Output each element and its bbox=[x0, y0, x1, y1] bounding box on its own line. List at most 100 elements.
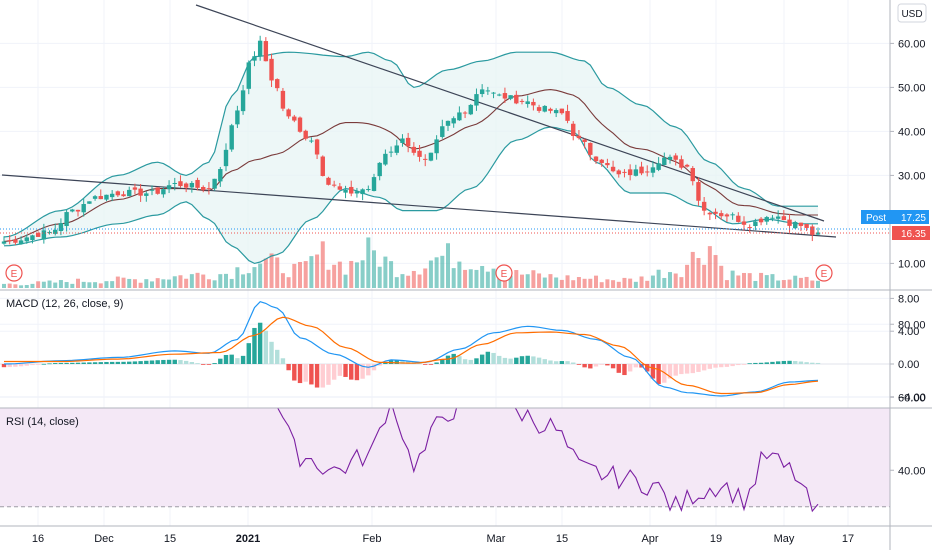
macd-title[interactable]: MACD (12, 26, close, 9) bbox=[6, 298, 123, 310]
macd-histogram-bar bbox=[337, 364, 343, 376]
macd-histogram-bar bbox=[474, 358, 479, 364]
candle bbox=[684, 163, 690, 168]
volume-bar bbox=[383, 256, 388, 288]
macd-histogram-bar bbox=[741, 364, 747, 365]
macd-histogram-bar bbox=[303, 364, 308, 382]
macd-histogram-bar bbox=[701, 364, 707, 371]
volume-bar bbox=[64, 282, 69, 288]
rsi-title[interactable]: RSI (14, close) bbox=[6, 416, 79, 428]
macd-histogram-bar bbox=[138, 361, 143, 364]
candle bbox=[18, 236, 24, 245]
volume-bar bbox=[298, 261, 302, 288]
candle bbox=[810, 224, 815, 242]
candle bbox=[411, 142, 417, 156]
candle bbox=[87, 201, 92, 204]
volume-bar bbox=[127, 278, 132, 288]
macd-histogram-bar bbox=[252, 327, 257, 364]
candle bbox=[337, 182, 343, 191]
volume-bar bbox=[724, 280, 729, 288]
volume-bar bbox=[47, 280, 52, 288]
volume-bar bbox=[417, 274, 422, 288]
price-axis[interactable]: 60.00 50.00 40.00 30.00 10.00 bbox=[890, 38, 926, 270]
rsi-band-fill bbox=[0, 408, 890, 507]
macd-histogram-bar bbox=[161, 359, 166, 364]
macd-histogram-bar bbox=[491, 352, 496, 364]
candle bbox=[104, 194, 109, 202]
candle bbox=[793, 220, 798, 230]
time-tick-label: 19 bbox=[710, 533, 722, 545]
volume-bar bbox=[394, 277, 399, 288]
earnings-marker[interactable]: E bbox=[5, 264, 23, 282]
volume-bar bbox=[650, 275, 655, 288]
macd-histogram-bar bbox=[599, 364, 604, 365]
macd-histogram-bar bbox=[753, 362, 758, 364]
macd-histogram-bar bbox=[115, 361, 121, 364]
candle bbox=[462, 111, 468, 119]
candle bbox=[53, 223, 58, 236]
volume-bar bbox=[275, 257, 280, 288]
macd-histogram-bar bbox=[218, 358, 223, 364]
rsi-panel[interactable] bbox=[0, 272, 890, 513]
volume-bar bbox=[605, 279, 610, 288]
macd-histogram-bar bbox=[35, 364, 41, 365]
volume-bar bbox=[702, 264, 707, 288]
macd-histogram-bar bbox=[172, 359, 177, 364]
candle bbox=[7, 234, 12, 245]
candle bbox=[440, 119, 445, 139]
volume-bar bbox=[520, 274, 524, 288]
macd-histogram-bar bbox=[667, 364, 673, 379]
earnings-marker[interactable]: E bbox=[495, 264, 513, 282]
volume-bar bbox=[781, 280, 786, 288]
candle bbox=[189, 181, 195, 193]
macd-histogram-bar bbox=[1, 364, 7, 368]
volume-bar bbox=[280, 273, 285, 288]
candle bbox=[257, 35, 263, 61]
candle bbox=[218, 166, 223, 187]
candle bbox=[571, 121, 576, 141]
volume-bar bbox=[292, 263, 297, 288]
candle bbox=[514, 90, 519, 105]
macd-panel[interactable] bbox=[0, 301, 890, 397]
candle bbox=[64, 209, 69, 232]
candle bbox=[132, 183, 138, 195]
volume-bar bbox=[372, 250, 376, 288]
earnings-marker-label: E bbox=[821, 269, 828, 280]
volume-bar bbox=[707, 246, 712, 288]
candle bbox=[24, 234, 29, 244]
rsi-axis[interactable]: 80.00 60.00 40.00 bbox=[890, 319, 926, 477]
macd-axis[interactable]: 8.00 4.00 0.00 −4.00 bbox=[890, 293, 926, 404]
time-tick-label: Apr bbox=[641, 533, 658, 545]
macd-histogram-bar bbox=[24, 364, 29, 366]
candle bbox=[246, 60, 251, 95]
candle bbox=[1, 236, 7, 245]
macd-histogram-bar bbox=[223, 354, 229, 364]
volume-bar bbox=[582, 278, 587, 288]
macd-histogram-bar bbox=[798, 361, 804, 364]
earnings-marker[interactable]: E bbox=[815, 264, 833, 282]
candle bbox=[770, 215, 775, 222]
candle bbox=[75, 209, 81, 217]
candle bbox=[394, 139, 399, 156]
volume-bar bbox=[377, 266, 382, 288]
volume-bar bbox=[246, 273, 251, 288]
volume-bar bbox=[286, 277, 291, 288]
macd-histogram-bar bbox=[366, 364, 371, 376]
time-axis[interactable]: 16 Dec 15 2021 Feb Mar 15 Apr 19 May 17 bbox=[32, 533, 854, 545]
candle bbox=[741, 216, 747, 231]
macd-histogram-bar bbox=[371, 364, 377, 371]
candle bbox=[229, 123, 234, 152]
macd-histogram-bar bbox=[616, 364, 621, 373]
macd-histogram-bar bbox=[309, 364, 314, 385]
candle bbox=[616, 169, 621, 178]
currency-button[interactable]: USD bbox=[897, 3, 927, 23]
macd-histogram-bar bbox=[229, 354, 234, 364]
macd-histogram-bar bbox=[423, 364, 428, 365]
volume-bar bbox=[457, 261, 462, 288]
candle bbox=[696, 177, 701, 206]
upper-trendline[interactable] bbox=[195, 4, 825, 222]
candle bbox=[383, 149, 388, 166]
candle bbox=[815, 227, 821, 236]
